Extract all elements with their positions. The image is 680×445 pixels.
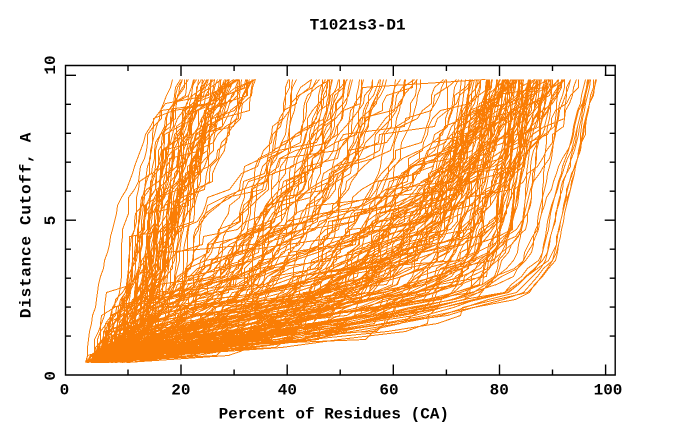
- svg-text:10: 10: [42, 55, 60, 74]
- svg-text:Percent of Residues (CA): Percent of Residues (CA): [219, 405, 449, 423]
- svg-text:40: 40: [278, 382, 297, 400]
- svg-text:5: 5: [42, 216, 60, 226]
- svg-text:80: 80: [490, 382, 509, 400]
- svg-text:60: 60: [379, 382, 398, 400]
- svg-text:Distance Cutoff, A: Distance Cutoff, A: [17, 132, 35, 318]
- svg-text:0: 0: [42, 371, 60, 381]
- svg-text:20: 20: [171, 382, 190, 400]
- svg-text:0: 0: [60, 382, 70, 400]
- svg-text:T1021s3-D1: T1021s3-D1: [310, 16, 406, 34]
- svg-text:100: 100: [594, 382, 623, 400]
